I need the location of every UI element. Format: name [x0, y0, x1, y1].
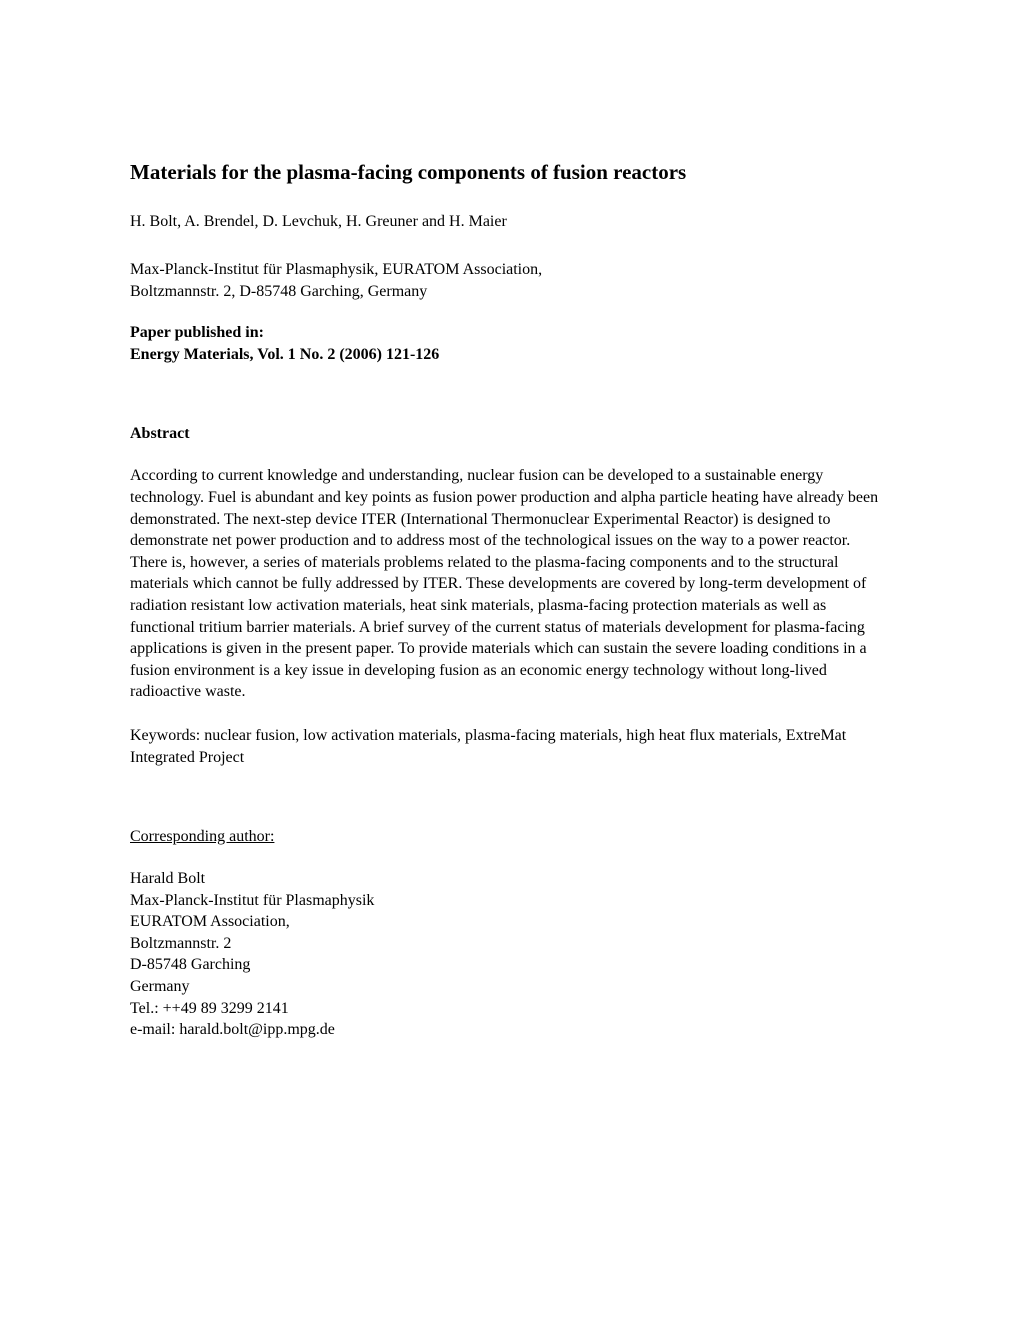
contact-street: Boltzmannstr. 2 [130, 933, 890, 955]
keywords: Keywords: nuclear fusion, low activation… [130, 725, 890, 768]
contact-name: Harald Bolt [130, 868, 890, 890]
corresponding-author-heading: Corresponding author: [130, 828, 890, 846]
contact-country: Germany [130, 976, 890, 998]
affiliation-block: Max-Planck-Institut für Plasmaphysik, EU… [130, 259, 890, 302]
abstract-body: According to current knowledge and under… [130, 465, 890, 703]
affiliation-line: Boltzmannstr. 2, D-85748 Garching, Germa… [130, 281, 890, 303]
contact-tel: Tel.: ++49 89 3299 2141 [130, 998, 890, 1020]
paper-page: Materials for the plasma-facing componen… [0, 0, 1020, 1141]
contact-institute: Max-Planck-Institut für Plasmaphysik [130, 890, 890, 912]
affiliation-line: Max-Planck-Institut für Plasmaphysik, EU… [130, 259, 890, 281]
contact-city: D-85748 Garching [130, 954, 890, 976]
author-list: H. Bolt, A. Brendel, D. Levchuk, H. Greu… [130, 213, 890, 231]
published-label: Paper published in: [130, 322, 890, 344]
contact-block: Harald Bolt Max-Planck-Institut für Plas… [130, 868, 890, 1041]
abstract-heading: Abstract [130, 425, 890, 443]
contact-association: EURATOM Association, [130, 911, 890, 933]
published-in: Energy Materials, Vol. 1 No. 2 (2006) 12… [130, 344, 890, 366]
publication-info: Paper published in: Energy Materials, Vo… [130, 322, 890, 365]
contact-email: e-mail: harald.bolt@ipp.mpg.de [130, 1019, 890, 1041]
paper-title: Materials for the plasma-facing componen… [130, 160, 890, 185]
